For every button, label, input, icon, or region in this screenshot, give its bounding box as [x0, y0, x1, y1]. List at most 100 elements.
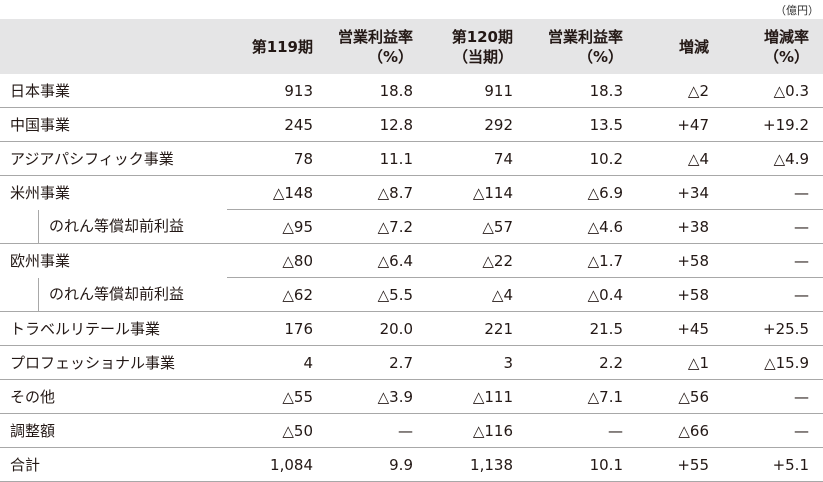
table-cell: △6.4: [327, 243, 427, 278]
row-label: プロフェッショナル事業: [0, 345, 227, 380]
table-row: トラベルリテール事業 176 20.0 221 21.5 +45 +25.5: [0, 311, 823, 346]
table-cell: △57: [427, 209, 527, 244]
column-header: 営業利益率 （%）: [527, 19, 637, 74]
table-cell: —: [723, 175, 823, 210]
column-header: 第119期: [227, 19, 327, 74]
table-cell: —: [327, 413, 427, 448]
table-cell: △66: [637, 413, 723, 448]
table-cell: —: [723, 413, 823, 448]
table-cell: 20.0: [327, 311, 427, 346]
table-cell: 2.2: [527, 345, 637, 380]
table-cell: +47: [637, 107, 723, 142]
table-cell: 4: [227, 345, 327, 380]
category-header: [0, 19, 227, 74]
table-cell: △7.1: [527, 379, 637, 414]
row-label: 調整額: [0, 413, 227, 448]
table-cell: +38: [637, 209, 723, 244]
table-row: プロフェッショナル事業 4 2.7 3 2.2 △1 △15.9: [0, 345, 823, 380]
table-cell: △6.9: [527, 175, 637, 210]
table-cell: +19.2: [723, 107, 823, 142]
row-label: その他: [0, 379, 227, 414]
column-header: 増減: [637, 19, 723, 74]
table-cell: —: [527, 413, 637, 448]
table-cell: +34: [637, 175, 723, 210]
operating-income-table: 第119期 営業利益率 （%） 第120期 （当期） 営業利益率 （%） 増減 増減率…: [0, 19, 823, 482]
table-cell: △116: [427, 413, 527, 448]
table-cell: △5.5: [327, 277, 427, 312]
table-header-row: 第119期 営業利益率 （%） 第120期 （当期） 営業利益率 （%） 増減 増減率…: [0, 19, 823, 74]
table-cell: △1: [637, 345, 723, 380]
table-cell: 245: [227, 107, 327, 142]
table-row: 欧州事業 △80 △6.4 △22 △1.7 +58—: [0, 243, 823, 278]
table-cell: △1.7: [527, 243, 637, 278]
table-cell: 21.5: [527, 311, 637, 346]
row-label: 中国事業: [0, 107, 227, 142]
table-cell: —: [723, 209, 823, 244]
table-cell: △4.9: [723, 141, 823, 176]
table-cell: 2.7: [327, 345, 427, 380]
column-header: 第120期 （当期）: [427, 19, 527, 74]
table-cell: 221: [427, 311, 527, 346]
table-cell: +45: [637, 311, 723, 346]
row-label: アジアパシフィック事業: [0, 141, 227, 176]
table-cell: △148: [227, 175, 327, 210]
table-cell: △55: [227, 379, 327, 414]
table-cell: +55: [637, 447, 723, 482]
table-cell: —: [723, 243, 823, 278]
table-row: 調整額 △50— △116— △66—: [0, 413, 823, 448]
table-cell: △8.7: [327, 175, 427, 210]
table-cell: +25.5: [723, 311, 823, 346]
table-cell: 176: [227, 311, 327, 346]
table-cell: △3.9: [327, 379, 427, 414]
column-header: 営業利益率 （%）: [327, 19, 427, 74]
table-row: アジアパシフィック事業 78 11.1 74 10.2 △4 △4.9: [0, 141, 823, 176]
table-cell: 18.8: [327, 74, 427, 108]
table-cell: 292: [427, 107, 527, 142]
table-cell: △80: [227, 243, 327, 278]
table-row: 米州事業 △148 △8.7 △114 △6.9 +34—: [0, 175, 823, 210]
table-cell: +58: [637, 277, 723, 312]
row-label: 合計: [0, 447, 227, 482]
table-cell: —: [723, 379, 823, 414]
table-cell: △0.4: [527, 277, 637, 312]
table-cell: △62: [227, 277, 327, 312]
table-cell: 1,084: [227, 447, 327, 482]
table-cell: △56: [637, 379, 723, 414]
row-label: トラベルリテール事業: [0, 311, 227, 346]
row-label: 欧州事業: [10, 252, 71, 271]
table-cell: △4.6: [527, 209, 637, 244]
table-row: のれん等償却前利益 △62 △5.5 △4 △0.4 +58—: [0, 277, 823, 312]
table-cell: —: [723, 277, 823, 312]
table-cell: 13.5: [527, 107, 637, 142]
table-cell: △0.3: [723, 74, 823, 108]
table-cell: △95: [227, 209, 327, 244]
table-cell: 12.8: [327, 107, 427, 142]
table-cell: △4: [637, 141, 723, 176]
row-label: 日本事業: [0, 74, 227, 108]
table-cell: △15.9: [723, 345, 823, 380]
table-cell: 3: [427, 345, 527, 380]
table-cell: 10.1: [527, 447, 637, 482]
table-cell: 10.2: [527, 141, 637, 176]
table-cell: △4: [427, 277, 527, 312]
table-row: 中国事業 245 12.8 292 13.5 +47 +19.2: [0, 107, 823, 142]
row-label: のれん等償却前利益: [0, 209, 227, 244]
table-cell: 9.9: [327, 447, 427, 482]
table-cell: +58: [637, 243, 723, 278]
table-cell: 74: [427, 141, 527, 176]
table-row: 合計 1,084 9.9 1,138 10.1 +55 +5.1: [0, 447, 823, 482]
table-cell: 11.1: [327, 141, 427, 176]
table-cell: △2: [637, 74, 723, 108]
table-cell: 911: [427, 74, 527, 108]
table-row: 日本事業 913 18.8 911 18.3 △2 △0.3: [0, 74, 823, 108]
table-row: その他 △55 △3.9 △111 △7.1 △56—: [0, 379, 823, 414]
row-label: 米州事業: [10, 184, 71, 203]
column-header: 増減率 （%）: [723, 19, 823, 74]
table-cell: 18.3: [527, 74, 637, 108]
unit-label: （億円）: [775, 4, 819, 17]
table-cell: △7.2: [327, 209, 427, 244]
row-label: のれん等償却前利益: [0, 277, 227, 312]
table-cell: +5.1: [723, 447, 823, 482]
table-cell: △111: [427, 379, 527, 414]
table-cell: 1,138: [427, 447, 527, 482]
